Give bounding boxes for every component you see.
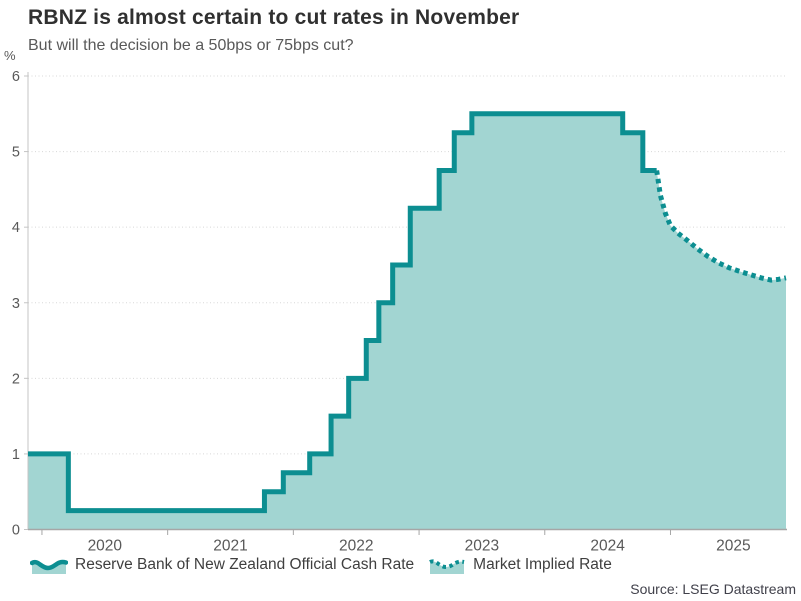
y-tick-label: 3 — [12, 296, 20, 312]
y-tick-label: 4 — [12, 220, 20, 236]
x-tick-label: 2022 — [339, 538, 373, 555]
solid-wave-area-icon — [30, 559, 68, 574]
area-fill — [28, 113, 786, 530]
chart-title: RBNZ is almost certain to cut rates in N… — [28, 6, 520, 29]
x-tick-label: 2024 — [590, 538, 625, 555]
legend-item-market-implied-rate: Market Implied Rate — [428, 556, 612, 574]
x-tick-label: 2021 — [213, 538, 247, 555]
legend-label-official-cash-rate: Reserve Bank of New Zealand Official Cas… — [75, 556, 415, 573]
y-tick-label: 5 — [12, 145, 20, 161]
y-tick-label: 6 — [12, 69, 20, 85]
y-tick-label: 0 — [12, 523, 20, 539]
dotted-wave-area-icon — [429, 559, 465, 574]
x-tick-label: 2023 — [465, 538, 499, 555]
official-cash-rate-line — [28, 111, 657, 514]
chart-subtitle: But will the decision be a 50bps or 75bp… — [28, 37, 354, 54]
x-tick-label: 2025 — [716, 538, 750, 555]
source-attribution: Source: LSEG Datastream — [630, 581, 796, 597]
market-implied-rate-line — [654, 170, 787, 283]
y-axis-unit-label: % — [4, 48, 16, 63]
y-tick-label: 2 — [12, 371, 20, 387]
legend: Reserve Bank of New Zealand Official Cas… — [30, 556, 612, 574]
legend-label-market-implied-rate: Market Implied Rate — [473, 556, 612, 573]
x-tick-label: 2020 — [88, 538, 123, 555]
y-tick-label: 1 — [12, 447, 20, 463]
legend-item-official-cash-rate: Reserve Bank of New Zealand Official Cas… — [30, 556, 414, 574]
